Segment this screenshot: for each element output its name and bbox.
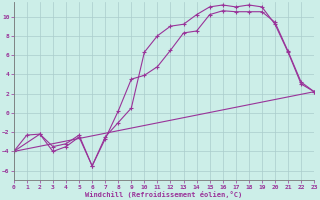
X-axis label: Windchill (Refroidissement éolien,°C): Windchill (Refroidissement éolien,°C) — [85, 191, 243, 198]
